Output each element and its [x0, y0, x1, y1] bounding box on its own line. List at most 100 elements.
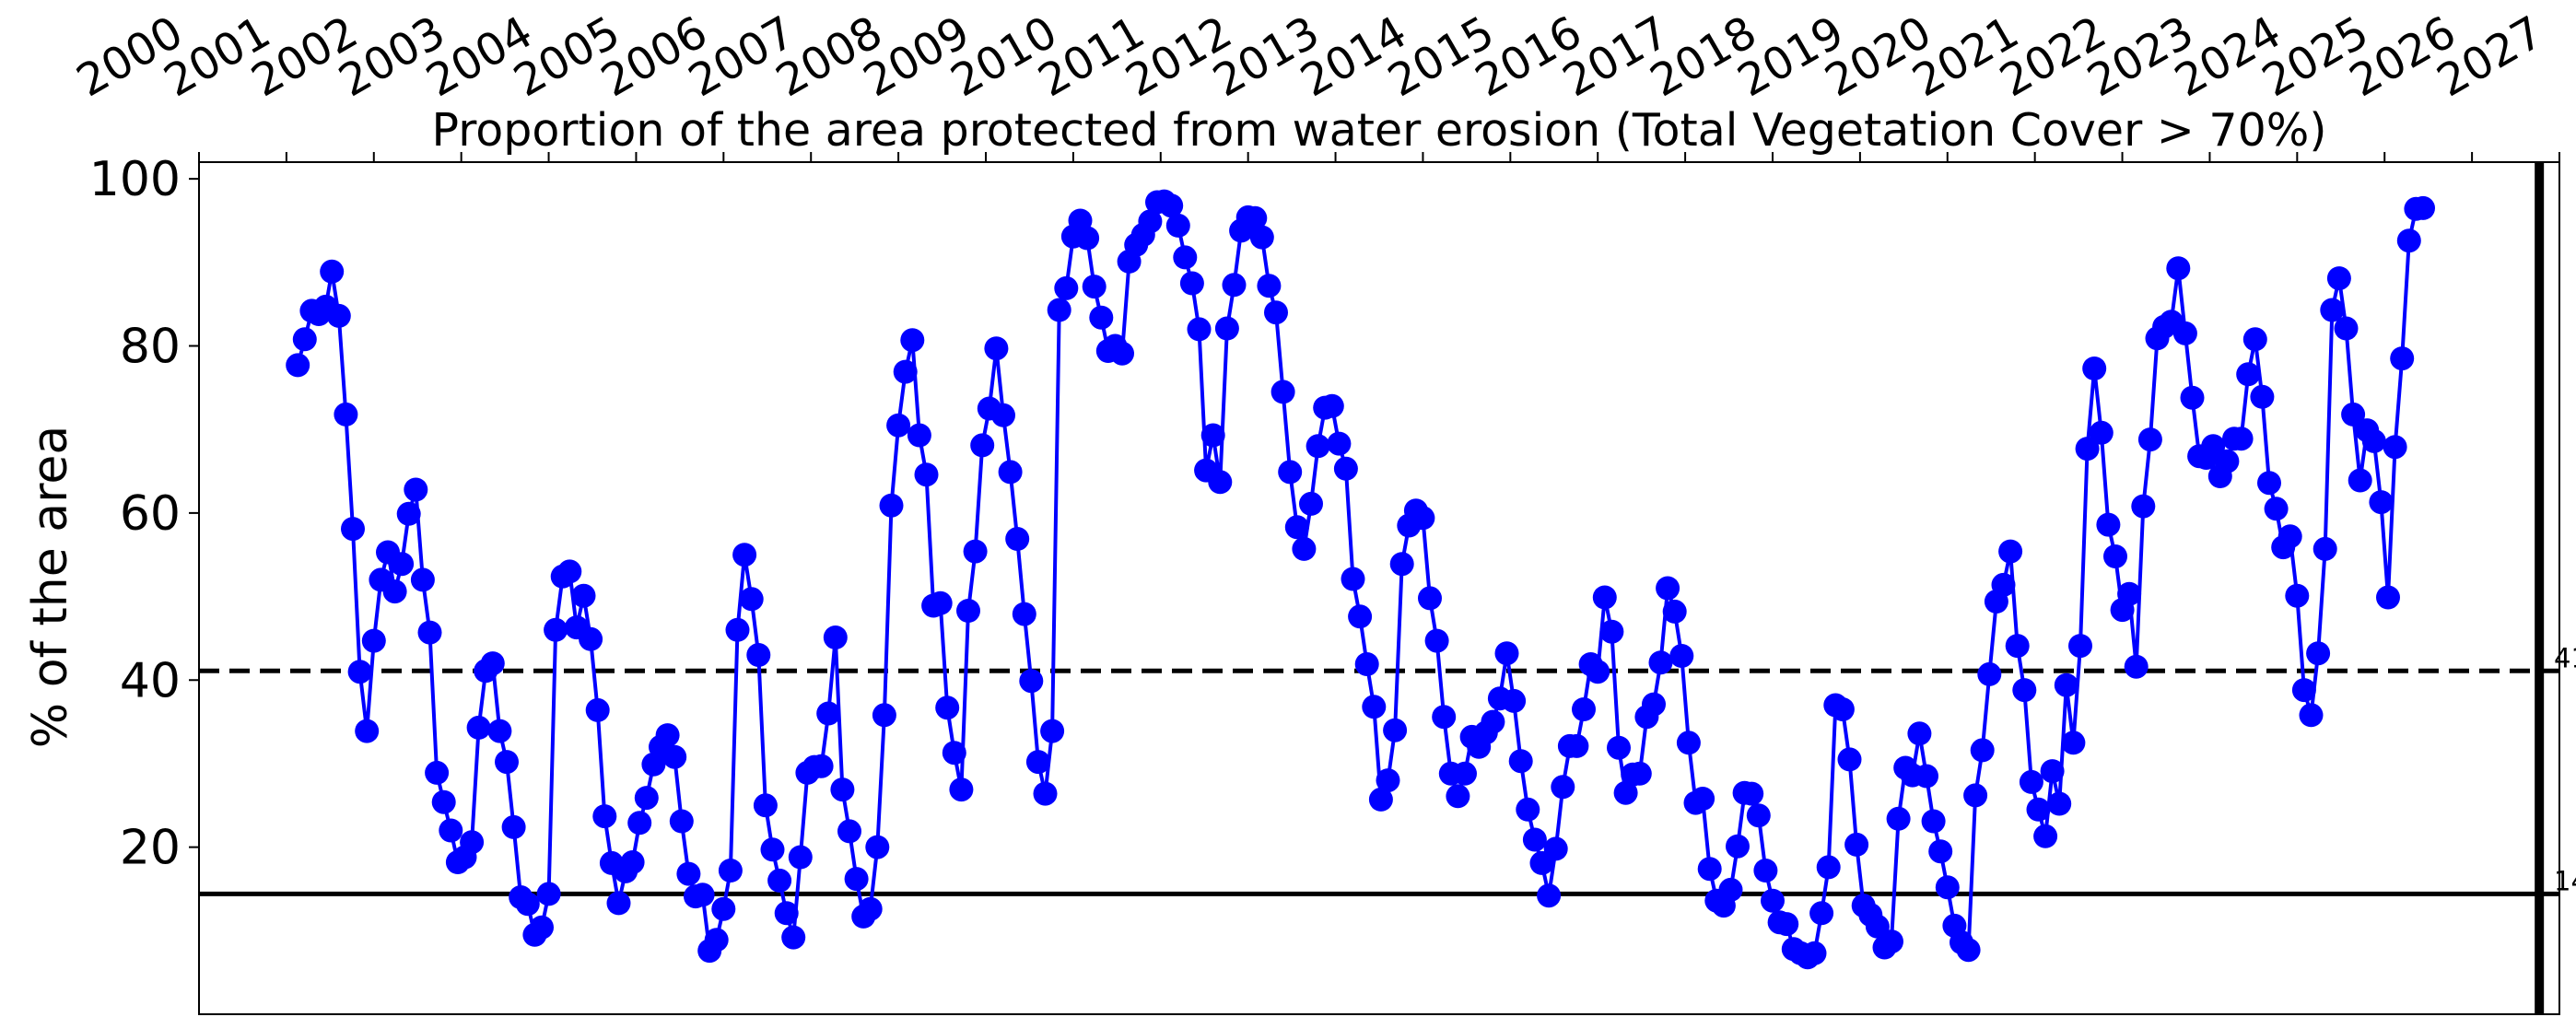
data-point [417, 620, 442, 645]
data-point [571, 583, 596, 608]
data-point [935, 696, 960, 720]
data-point [2229, 427, 2254, 451]
data-point [1089, 305, 1114, 330]
y-tick-label: 20 [120, 821, 181, 876]
data-point [2242, 327, 2267, 352]
data-point [1543, 836, 1568, 861]
data-point [361, 628, 386, 653]
data-point [1179, 271, 1204, 296]
data-point [998, 460, 1023, 485]
data-point [1522, 827, 1547, 852]
data-point [1376, 768, 1400, 793]
data-point [2291, 678, 2316, 703]
data-point [1564, 733, 1589, 758]
data-point [1691, 787, 1715, 811]
data-point [1284, 515, 1309, 540]
data-point [816, 701, 841, 726]
y-axis-ticks: 20 40 60 80 100 [89, 152, 199, 876]
data-point [837, 819, 861, 844]
data-point [746, 643, 771, 667]
data-point [439, 818, 463, 843]
data-point [1025, 750, 1050, 775]
data-point [1327, 431, 1352, 456]
data-point [1389, 552, 1414, 577]
data-point [487, 719, 512, 743]
data-point [676, 861, 701, 886]
data-point [606, 891, 631, 916]
data-point [662, 744, 687, 769]
data-point [355, 719, 380, 743]
data-point [1592, 585, 1617, 610]
data-point [557, 559, 582, 584]
data-point [1642, 692, 1666, 717]
data-point [1537, 883, 1562, 908]
data-point [928, 590, 953, 615]
data-point [1662, 599, 1687, 624]
reference-line-label: 14.4 [2554, 865, 2576, 896]
y-tick-label: 60 [120, 486, 181, 542]
data-point [347, 660, 372, 684]
data-point [1110, 341, 1134, 366]
data-point [914, 462, 939, 487]
data-point [2061, 731, 2086, 755]
data-point [1292, 536, 1317, 561]
data-point [984, 336, 1009, 361]
data-point [1481, 709, 1505, 734]
data-point [1354, 652, 1379, 676]
data-point [495, 750, 519, 775]
data-point [1991, 572, 2016, 597]
data-point [1005, 527, 1030, 551]
data-point [1319, 393, 1344, 418]
data-point [1627, 761, 1652, 786]
data-point [2012, 678, 2037, 703]
data-point [1214, 316, 1239, 341]
data-point [774, 901, 799, 926]
data-point [1935, 875, 1960, 900]
series-layer [286, 189, 2435, 970]
data-point [1956, 938, 1981, 963]
data-point [1249, 225, 1274, 250]
data-point [739, 587, 764, 612]
data-point [1648, 650, 1673, 675]
data-point [1362, 695, 1387, 719]
data-point [2320, 298, 2345, 322]
data-point [2019, 769, 2043, 794]
data-point [1963, 783, 1988, 808]
data-point [501, 814, 526, 839]
data-point [1697, 857, 1722, 882]
data-point [1656, 576, 1680, 601]
data-point [1368, 787, 1393, 812]
data-point [634, 786, 659, 811]
data-point [2411, 195, 2435, 220]
data-point [1264, 300, 1288, 325]
data-point [1613, 780, 1638, 805]
data-point [1165, 213, 1190, 238]
data-point [1432, 705, 1457, 730]
data-point [2361, 428, 2386, 453]
data-point [404, 477, 428, 502]
data-point [907, 423, 931, 448]
data-point [1424, 628, 1449, 653]
data-point [1333, 456, 1358, 481]
data-point [711, 896, 736, 921]
data-point [2124, 654, 2149, 679]
data-point [536, 882, 561, 906]
data-point [2026, 797, 2051, 822]
data-point [886, 413, 911, 438]
data-point [2131, 494, 2156, 519]
data-point [767, 868, 792, 893]
data-point [956, 599, 980, 623]
data-point [1012, 602, 1036, 626]
data-point [2383, 435, 2407, 460]
data-point [2068, 634, 2092, 659]
data-point [2326, 266, 2351, 291]
data-point [1075, 226, 1100, 251]
data-point [1761, 888, 1785, 913]
data-point [1200, 423, 1225, 448]
data-point [2033, 824, 2058, 848]
data-point [970, 433, 995, 458]
data-point [585, 697, 610, 722]
data-point [1830, 697, 1855, 721]
data-point [830, 777, 855, 802]
data-point [655, 723, 680, 748]
